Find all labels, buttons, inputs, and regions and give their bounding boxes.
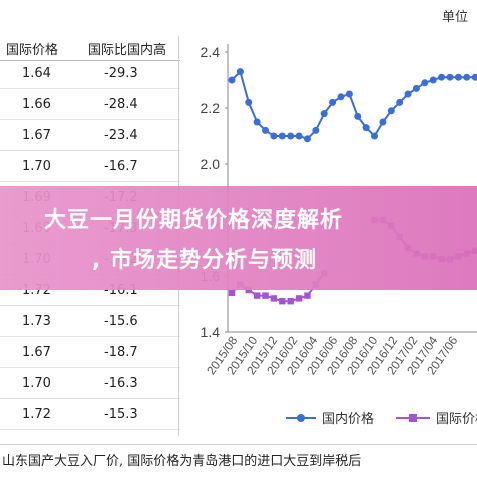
data-point-domestic [371,132,379,140]
banner-title-line2: , 市场走势分析与预测 [92,248,318,273]
data-point-international [253,292,261,299]
data-point-international [287,298,294,305]
table-row: 1.70 -16.7 [0,153,180,182]
cell-intl-vs-domestic: -28.4 [104,97,138,112]
data-point-domestic [262,126,270,134]
data-point-domestic [471,73,477,81]
legend-domestic-label: 国内价格 [322,411,374,427]
table-row: 1.66 -28.4 [0,91,180,120]
unit-label: 单位 [442,10,469,25]
cell-intl-price: 1.64 [22,66,51,81]
y-tick-label: 1.4 [201,324,221,340]
title-banner: 大豆一月份期货价格深度解析 , 市场走势分析与预测 [0,186,477,290]
data-point-domestic [329,98,337,106]
banner-title-line1: 大豆一月份期货价格深度解析 [44,208,344,233]
legend-international-marker [409,414,417,422]
data-point-international [228,289,236,296]
data-point-international [262,292,269,299]
header-intl-vs-domestic: 国际比国内高 [88,43,167,58]
footnote: 山东国产大豆入厂价, 国际价格为青岛港口的进口大豆到岸税后 [2,454,362,469]
data-point-domestic [362,124,370,132]
data-point-international [295,295,303,302]
table-header: 国际价格 国际比国内高 [0,36,180,61]
data-point-domestic [387,107,395,115]
cell-intl-vs-domestic: -18.7 [104,345,138,360]
cell-intl-price: 1.70 [22,376,51,391]
table-row: 1.67 -23.4 [0,122,180,151]
cell-intl-price: 1.66 [22,97,51,112]
cell-intl-vs-domestic: -16.7 [104,159,138,174]
table-row: 1.73 -15.6 [0,308,180,337]
data-point-domestic [404,90,412,98]
cell-intl-price: 1.73 [22,314,51,329]
data-point-domestic [379,118,387,126]
data-point-domestic [228,76,236,84]
legend-domestic-marker [297,414,305,422]
cell-intl-price: 1.67 [22,345,51,360]
legend-international-label: 国际价格 [436,411,477,427]
data-point-international [304,292,311,299]
cell-intl-price: 1.67 [22,128,51,143]
data-point-domestic [236,68,244,76]
data-point-domestic [245,98,253,106]
data-point-international [279,298,286,305]
footnote-divider [0,444,477,445]
cell-intl-vs-domestic: -23.4 [104,128,138,143]
data-point-domestic [278,132,286,140]
data-point-international [270,295,278,302]
data-point-domestic [253,118,261,126]
data-point-domestic [303,135,311,143]
data-point-domestic [412,84,420,92]
table-row: 1.72 -15.3 [0,401,180,430]
data-point-domestic [396,98,404,106]
header-intl-price: 国际价格 [6,43,59,58]
cell-intl-vs-domestic: -16.3 [104,376,138,391]
table-row: 1.64 -29.3 [0,60,180,89]
data-point-domestic [320,110,328,118]
data-point-domestic [312,126,320,134]
data-point-domestic [421,79,429,87]
data-point-domestic [337,93,345,101]
data-point-domestic [429,76,437,84]
data-point-international [245,286,252,294]
cell-intl-price: 1.70 [22,159,51,174]
data-point-domestic [354,112,362,120]
table-row: 1.70 -16.3 [0,370,180,399]
y-tick-label: 2.2 [201,100,221,116]
table-row: 1.67 -18.7 [0,339,180,368]
data-point-domestic [463,73,471,81]
data-point-domestic [345,90,353,98]
data-point-domestic [446,73,454,81]
cell-intl-price: 1.72 [22,407,51,422]
cell-intl-vs-domestic: -29.3 [104,66,138,81]
data-point-domestic [454,73,462,81]
data-point-domestic [438,73,446,81]
data-point-domestic [270,132,278,140]
data-point-domestic [295,132,303,140]
y-tick-label: 2.0 [201,156,221,172]
cell-intl-vs-domestic: -15.3 [104,407,138,422]
data-point-domestic [287,132,295,140]
cell-intl-vs-domestic: -15.6 [104,314,138,329]
y-tick-label: 2.4 [201,44,221,60]
